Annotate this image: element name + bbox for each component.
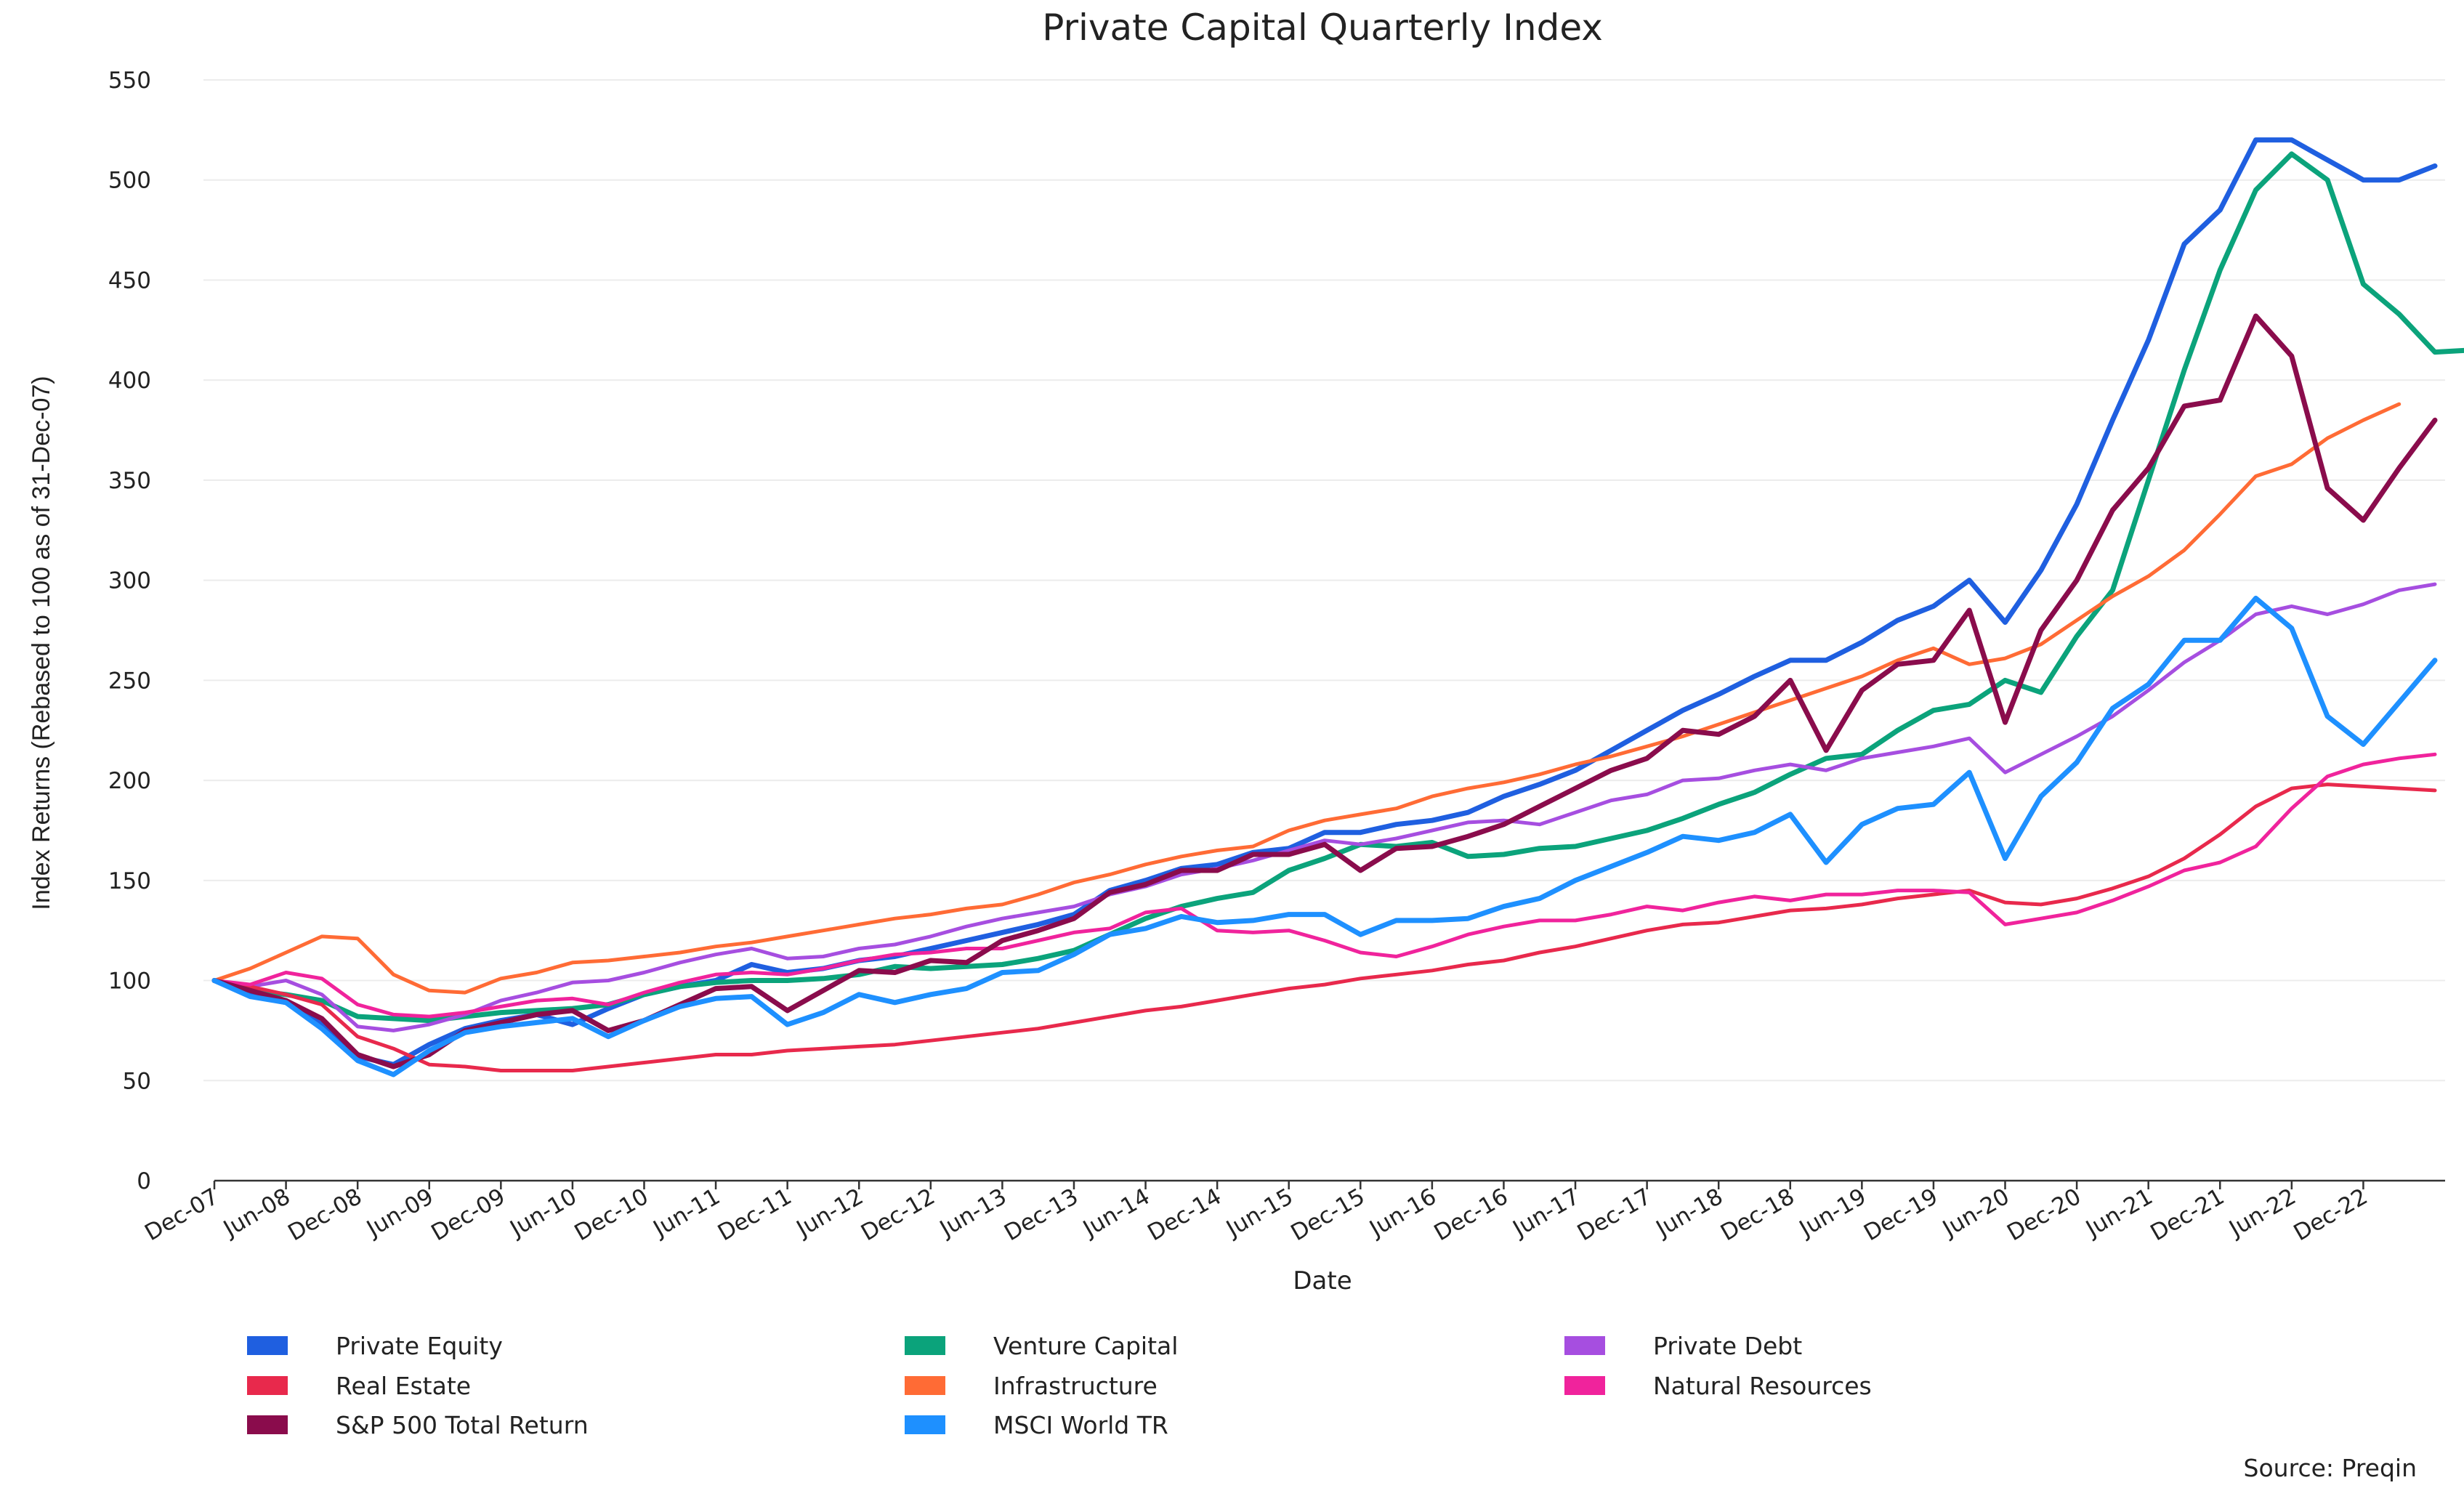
series-line-natural-resources [212, 752, 2437, 1019]
legend-swatch [905, 1336, 945, 1355]
x-tick-label: Dec-10 [570, 1184, 653, 1246]
y-tick-label: 100 [108, 969, 151, 995]
legend-label: Natural Resources [1653, 1372, 1872, 1400]
x-tick-label: Dec-12 [857, 1184, 940, 1246]
series-line-private-debt [212, 582, 2437, 1032]
legend-swatch [247, 1336, 288, 1355]
legend-item-sandp-500-total-return: S&P 500 Total Return [247, 1411, 589, 1439]
x-tick-label: Jun-18 [1651, 1184, 1728, 1243]
x-tick-label: Jun-12 [791, 1184, 868, 1243]
x-tick-label: Dec-07 [140, 1184, 223, 1246]
x-axis: Dec-07Jun-08Dec-08Jun-09Dec-09Jun-10Dec-… [140, 1179, 2445, 1246]
legend-item-private-debt: Private Debt [1564, 1332, 1802, 1360]
x-tick-label: Dec-16 [1430, 1184, 1513, 1246]
x-tick-label: Dec-20 [2003, 1184, 2085, 1246]
x-tick-label: Jun-21 [2080, 1184, 2157, 1243]
x-tick-label: Jun-13 [934, 1184, 1011, 1243]
legend-swatch [905, 1376, 945, 1395]
x-tick-label: Dec-19 [1859, 1184, 1942, 1246]
legend-swatch [905, 1415, 945, 1434]
legend-swatch [247, 1376, 288, 1395]
x-tick-label: Dec-11 [714, 1184, 796, 1246]
x-tick-label: Jun-11 [648, 1184, 725, 1243]
legend-label: Private Equity [336, 1332, 503, 1360]
y-axis-label: Index Returns (Rebased to 100 as of 31-D… [28, 376, 55, 910]
legend-swatch [1564, 1336, 1605, 1355]
y-tick-label: 550 [108, 68, 151, 94]
y-tick-label: 350 [108, 468, 151, 494]
y-tick-label: 400 [108, 368, 151, 394]
y-tick-label: 150 [108, 868, 151, 894]
x-tick-label: Dec-14 [1143, 1184, 1226, 1246]
legend-swatch [1564, 1376, 1605, 1395]
x-tick-label: Jun-22 [2223, 1184, 2301, 1243]
legend-item-natural-resources: Natural Resources [1564, 1372, 1872, 1400]
series-line-real-estate [212, 783, 2437, 1072]
x-tick-label: Jun-16 [1364, 1184, 1441, 1243]
legend-label: S&P 500 Total Return [336, 1411, 589, 1439]
x-tick-label: Jun-10 [504, 1184, 581, 1243]
x-tick-label: Jun-19 [1794, 1184, 1871, 1243]
legend-swatch [247, 1415, 288, 1434]
legend-label: MSCI World TR [993, 1411, 1168, 1439]
x-tick-label: Jun-14 [1078, 1184, 1155, 1243]
legend: Private Equity Venture Capital Private Deb… [247, 1332, 1872, 1439]
x-tick-label: Jun-08 [218, 1184, 295, 1243]
legend-item-real-estate: Real Estate [247, 1372, 471, 1400]
x-tick-label: Dec-15 [1286, 1184, 1369, 1246]
series-line-msci-world-tr [211, 595, 2438, 1077]
legend-label: Infrastructure [993, 1372, 1158, 1400]
legend-item-private-equity: Private Equity [247, 1332, 503, 1360]
legend-label: Venture Capital [993, 1332, 1178, 1360]
x-tick-label: Jun-09 [361, 1184, 438, 1243]
x-tick-label: Dec-18 [1716, 1184, 1799, 1246]
x-tick-label: Jun-17 [1507, 1184, 1584, 1243]
x-tick-label: Jun-15 [1221, 1184, 1298, 1243]
x-tick-label: Jun-20 [1937, 1184, 2014, 1243]
gridlines [203, 79, 2445, 1082]
legend-item-infrastructure: Infrastructure [905, 1372, 1158, 1400]
legend-item-msci-world-tr: MSCI World TR [905, 1411, 1168, 1439]
y-tick-labels: 0 50 100 150 200 250 300 350 400 450 500 550 [108, 68, 151, 1194]
series-line-venture-capital [211, 151, 2464, 1024]
x-tick-label: Dec-21 [2146, 1184, 2229, 1246]
x-tick-label: Dec-08 [283, 1184, 366, 1246]
y-tick-label: 50 [123, 1068, 151, 1094]
y-tick-label: 300 [108, 568, 151, 594]
y-tick-label: 0 [137, 1168, 151, 1194]
legend-label: Real Estate [336, 1372, 471, 1400]
series-line-sandp-500-total-return [211, 313, 2438, 1070]
x-tick-label: Dec-09 [427, 1184, 510, 1246]
y-tick-label: 250 [108, 668, 151, 694]
x-axis-label: Date [1293, 1266, 1352, 1295]
x-tick-label: Dec-17 [1573, 1184, 1656, 1246]
series-line-infrastructure [212, 402, 2402, 995]
source-note: Source: Preqin [2244, 1454, 2417, 1482]
x-tick-label: Dec-22 [2290, 1184, 2372, 1246]
legend-label: Private Debt [1653, 1332, 1802, 1360]
y-tick-label: 200 [108, 768, 151, 794]
series-lines [211, 137, 2464, 1077]
y-tick-label: 450 [108, 267, 151, 294]
x-tick-label: Dec-13 [1000, 1184, 1083, 1246]
y-tick-label: 500 [108, 168, 151, 194]
legend-item-venture-capital: Venture Capital [905, 1332, 1178, 1360]
chart-title: Private Capital Quarterly Index [1042, 7, 1603, 49]
